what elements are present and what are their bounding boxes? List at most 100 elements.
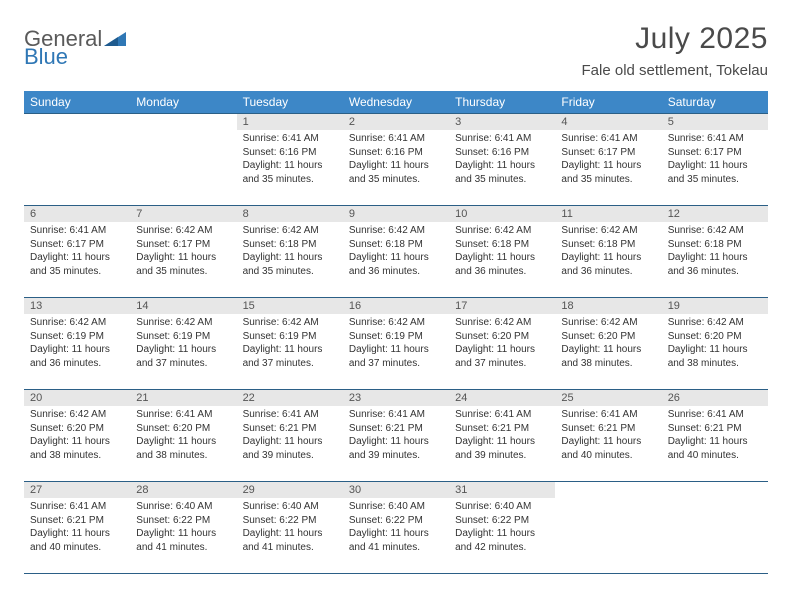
calendar-day-cell: 18Sunrise: 6:42 AMSunset: 6:20 PMDayligh… [555, 298, 661, 390]
calendar-week-row: 6Sunrise: 6:41 AMSunset: 6:17 PMDaylight… [24, 206, 768, 298]
sunset-line: Sunset: 6:20 PM [561, 330, 655, 344]
daylight-line: Daylight: 11 hours and 35 minutes. [349, 159, 443, 186]
day-details: Sunrise: 6:42 AMSunset: 6:18 PMDaylight:… [343, 222, 449, 282]
day-details: Sunrise: 6:42 AMSunset: 6:17 PMDaylight:… [130, 222, 236, 282]
month-title: July 2025 [582, 22, 769, 56]
sunrise-line: Sunrise: 6:42 AM [668, 316, 762, 330]
sunset-line: Sunset: 6:21 PM [349, 422, 443, 436]
day-details: Sunrise: 6:42 AMSunset: 6:18 PMDaylight:… [555, 222, 661, 282]
sunset-line: Sunset: 6:20 PM [30, 422, 124, 436]
sunrise-line: Sunrise: 6:40 AM [349, 500, 443, 514]
day-number: 15 [237, 298, 343, 314]
daylight-line: Daylight: 11 hours and 37 minutes. [136, 343, 230, 370]
day-details: Sunrise: 6:42 AMSunset: 6:19 PMDaylight:… [130, 314, 236, 374]
day-number: 11 [555, 206, 661, 222]
daylight-line: Daylight: 11 hours and 37 minutes. [455, 343, 549, 370]
daylight-line: Daylight: 11 hours and 42 minutes. [455, 527, 549, 554]
sunrise-line: Sunrise: 6:42 AM [455, 316, 549, 330]
sunset-line: Sunset: 6:18 PM [349, 238, 443, 252]
sunset-line: Sunset: 6:18 PM [455, 238, 549, 252]
day-number: 31 [449, 482, 555, 498]
calendar-table: SundayMondayTuesdayWednesdayThursdayFrid… [24, 91, 768, 574]
sunrise-line: Sunrise: 6:42 AM [30, 316, 124, 330]
day-number: 26 [662, 390, 768, 406]
sunset-line: Sunset: 6:17 PM [668, 146, 762, 160]
logo-text-block: General Blue [24, 28, 126, 68]
calendar-header-row: SundayMondayTuesdayWednesdayThursdayFrid… [24, 91, 768, 114]
day-details: Sunrise: 6:42 AMSunset: 6:20 PMDaylight:… [24, 406, 130, 466]
weekday-header: Thursday [449, 91, 555, 114]
day-number: 1 [237, 114, 343, 130]
sunrise-line: Sunrise: 6:41 AM [561, 408, 655, 422]
logo-triangle-icon [104, 28, 126, 50]
daylight-line: Daylight: 11 hours and 35 minutes. [455, 159, 549, 186]
day-details: Sunrise: 6:41 AMSunset: 6:17 PMDaylight:… [662, 130, 768, 190]
sunrise-line: Sunrise: 6:41 AM [349, 408, 443, 422]
calendar-day-cell: 15Sunrise: 6:42 AMSunset: 6:19 PMDayligh… [237, 298, 343, 390]
calendar-day-cell: 8Sunrise: 6:42 AMSunset: 6:18 PMDaylight… [237, 206, 343, 298]
sunrise-line: Sunrise: 6:42 AM [136, 316, 230, 330]
daylight-line: Daylight: 11 hours and 36 minutes. [455, 251, 549, 278]
day-number: 23 [343, 390, 449, 406]
daylight-line: Daylight: 11 hours and 36 minutes. [30, 343, 124, 370]
daylight-line: Daylight: 11 hours and 36 minutes. [668, 251, 762, 278]
day-details: Sunrise: 6:41 AMSunset: 6:21 PMDaylight:… [237, 406, 343, 466]
sunrise-line: Sunrise: 6:41 AM [349, 132, 443, 146]
day-details: Sunrise: 6:40 AMSunset: 6:22 PMDaylight:… [343, 498, 449, 558]
sunset-line: Sunset: 6:16 PM [349, 146, 443, 160]
day-details: Sunrise: 6:41 AMSunset: 6:21 PMDaylight:… [555, 406, 661, 466]
day-number: 28 [130, 482, 236, 498]
day-number: 8 [237, 206, 343, 222]
daylight-line: Daylight: 11 hours and 41 minutes. [243, 527, 337, 554]
calendar-week-row: 27Sunrise: 6:41 AMSunset: 6:21 PMDayligh… [24, 482, 768, 574]
day-number: 19 [662, 298, 768, 314]
sunset-line: Sunset: 6:22 PM [349, 514, 443, 528]
calendar-day-cell: 5Sunrise: 6:41 AMSunset: 6:17 PMDaylight… [662, 114, 768, 206]
calendar-page: General Blue July 2025 Fale old settleme… [0, 0, 792, 574]
calendar-day-cell: 28Sunrise: 6:40 AMSunset: 6:22 PMDayligh… [130, 482, 236, 574]
calendar-day-cell: 21Sunrise: 6:41 AMSunset: 6:20 PMDayligh… [130, 390, 236, 482]
day-number: 24 [449, 390, 555, 406]
sunset-line: Sunset: 6:18 PM [243, 238, 337, 252]
calendar-day-cell: 11Sunrise: 6:42 AMSunset: 6:18 PMDayligh… [555, 206, 661, 298]
calendar-day-cell: 13Sunrise: 6:42 AMSunset: 6:19 PMDayligh… [24, 298, 130, 390]
daylight-line: Daylight: 11 hours and 39 minutes. [455, 435, 549, 462]
calendar-day-cell: 29Sunrise: 6:40 AMSunset: 6:22 PMDayligh… [237, 482, 343, 574]
calendar-day-cell: 3Sunrise: 6:41 AMSunset: 6:16 PMDaylight… [449, 114, 555, 206]
day-number: 30 [343, 482, 449, 498]
sunset-line: Sunset: 6:22 PM [455, 514, 549, 528]
calendar-day-cell: 12Sunrise: 6:42 AMSunset: 6:18 PMDayligh… [662, 206, 768, 298]
daylight-line: Daylight: 11 hours and 41 minutes. [349, 527, 443, 554]
sunset-line: Sunset: 6:21 PM [455, 422, 549, 436]
sunrise-line: Sunrise: 6:42 AM [243, 316, 337, 330]
day-details: Sunrise: 6:41 AMSunset: 6:21 PMDaylight:… [24, 498, 130, 558]
day-details: Sunrise: 6:40 AMSunset: 6:22 PMDaylight:… [237, 498, 343, 558]
sunset-line: Sunset: 6:19 PM [349, 330, 443, 344]
sunset-line: Sunset: 6:20 PM [136, 422, 230, 436]
weekday-header: Friday [555, 91, 661, 114]
sunrise-line: Sunrise: 6:42 AM [243, 224, 337, 238]
day-number: 25 [555, 390, 661, 406]
day-number: 4 [555, 114, 661, 130]
day-details: Sunrise: 6:42 AMSunset: 6:18 PMDaylight:… [449, 222, 555, 282]
day-number: 10 [449, 206, 555, 222]
sunset-line: Sunset: 6:21 PM [30, 514, 124, 528]
day-details: Sunrise: 6:42 AMSunset: 6:19 PMDaylight:… [237, 314, 343, 374]
sunset-line: Sunset: 6:19 PM [243, 330, 337, 344]
day-number: 17 [449, 298, 555, 314]
day-details: Sunrise: 6:41 AMSunset: 6:20 PMDaylight:… [130, 406, 236, 466]
daylight-line: Daylight: 11 hours and 35 minutes. [243, 251, 337, 278]
daylight-line: Daylight: 11 hours and 35 minutes. [136, 251, 230, 278]
sunset-line: Sunset: 6:16 PM [455, 146, 549, 160]
calendar-day-cell: 7Sunrise: 6:42 AMSunset: 6:17 PMDaylight… [130, 206, 236, 298]
day-number: 21 [130, 390, 236, 406]
day-details: Sunrise: 6:42 AMSunset: 6:18 PMDaylight:… [237, 222, 343, 282]
sunrise-line: Sunrise: 6:42 AM [561, 316, 655, 330]
day-details: Sunrise: 6:42 AMSunset: 6:20 PMDaylight:… [449, 314, 555, 374]
daylight-line: Daylight: 11 hours and 39 minutes. [349, 435, 443, 462]
day-number: 13 [24, 298, 130, 314]
sunrise-line: Sunrise: 6:42 AM [455, 224, 549, 238]
day-number: 27 [24, 482, 130, 498]
sunrise-line: Sunrise: 6:41 AM [455, 408, 549, 422]
daylight-line: Daylight: 11 hours and 36 minutes. [561, 251, 655, 278]
